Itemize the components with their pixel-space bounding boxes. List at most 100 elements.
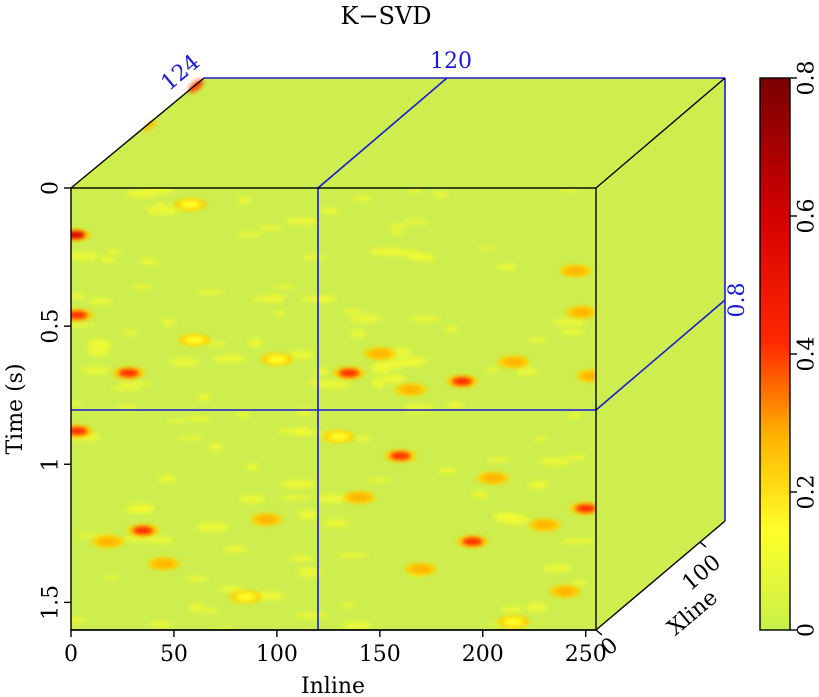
- texture-streak: [104, 575, 119, 580]
- inline-slice-label: 120: [430, 49, 472, 74]
- x-axis-label: Inline: [301, 674, 365, 697]
- hotspot: [528, 519, 561, 532]
- texture-streak: [297, 426, 310, 436]
- texture-streak: [387, 223, 410, 229]
- texture-streak: [438, 467, 457, 474]
- texture-streak: [218, 586, 245, 593]
- hotspot: [569, 502, 596, 515]
- texture-streak: [408, 188, 421, 194]
- hotspot: [446, 375, 479, 388]
- y-tick-label: 1.5: [39, 585, 64, 620]
- z-tick-mark: [699, 541, 707, 548]
- texture-streak: [197, 394, 212, 402]
- texture-streak: [528, 337, 547, 343]
- x-ticks: 0 50 100 150 200 250: [64, 630, 607, 667]
- texture-streak: [389, 229, 404, 235]
- hotspot: [343, 491, 376, 504]
- hotspot: [260, 353, 293, 366]
- texture-streak: [295, 612, 329, 619]
- texture-streak: [71, 293, 86, 300]
- texture-streak: [139, 258, 159, 266]
- hotspot: [71, 425, 94, 438]
- y-axis-label: Time (s): [3, 363, 28, 454]
- texture-streak: [248, 337, 263, 348]
- texture-streak: [123, 329, 138, 337]
- texture-streak: [568, 412, 582, 419]
- front-face: [71, 188, 596, 630]
- hotspot: [127, 524, 160, 537]
- hotspot: [497, 356, 530, 369]
- texture-streak: [147, 536, 174, 544]
- hotspot: [405, 563, 437, 576]
- texture-streak: [321, 207, 340, 215]
- texture-streak: [445, 325, 458, 333]
- inline-slice-top: [317, 77, 448, 189]
- colorbar: 0 0.2 0.4 0.6 0.8: [759, 61, 819, 637]
- texture-streak: [158, 474, 177, 483]
- texture-streak: [71, 617, 87, 624]
- hotspot: [497, 615, 530, 628]
- texture-streak: [126, 189, 157, 199]
- texture-streak: [371, 378, 386, 388]
- hotspot: [322, 430, 355, 443]
- texture-streak: [289, 350, 315, 360]
- texture-streak: [176, 435, 204, 441]
- texture-streak: [295, 567, 319, 573]
- hotspot: [332, 367, 365, 380]
- top-face: [71, 78, 725, 188]
- hotspot: [112, 367, 145, 380]
- texture-streak: [392, 347, 412, 357]
- colorbar-tick-label: 0.6: [795, 199, 819, 234]
- texture-streak: [352, 195, 372, 202]
- texture-streak: [265, 293, 285, 304]
- texture-streak: [478, 246, 494, 251]
- hotspot: [559, 264, 592, 277]
- texture-streak: [316, 493, 348, 504]
- colorbar-tick-label: 0.2: [795, 475, 819, 510]
- heatmap-blobs: [71, 188, 596, 630]
- texture-streak: [235, 231, 264, 237]
- texture-streak: [570, 580, 588, 586]
- hotspot: [147, 557, 180, 570]
- texture-streak: [245, 463, 260, 471]
- hotspot: [363, 347, 396, 360]
- texture-streak: [169, 357, 199, 367]
- texture-streak: [486, 457, 512, 462]
- texture-streak: [341, 601, 356, 609]
- hotspot: [71, 309, 94, 322]
- texture-streak: [290, 555, 313, 562]
- texture-streak: [401, 404, 436, 413]
- texture-streak: [501, 606, 523, 614]
- texture-streak: [185, 416, 212, 422]
- x-tick-label: 150: [359, 642, 401, 667]
- texture-streak: [273, 310, 286, 317]
- texture-streak: [495, 514, 524, 523]
- texture-streak: [315, 367, 329, 376]
- texture-streak: [446, 401, 465, 410]
- texture-streak: [559, 188, 580, 192]
- texture-streak: [196, 522, 230, 532]
- texture-streak: [88, 297, 113, 306]
- hotspot: [477, 472, 510, 485]
- texture-streak: [350, 329, 367, 339]
- texture-streak: [350, 314, 382, 323]
- y-ticks: 0 0.5 1 1.5: [39, 181, 71, 620]
- time-slice-label: 0.8: [725, 283, 750, 318]
- texture-streak: [110, 386, 141, 391]
- x-axis: 0 50 100 150 200 250 Inline: [64, 629, 607, 697]
- texture-streak: [382, 374, 406, 384]
- x-tick-label: 50: [160, 642, 188, 667]
- texture-streak: [188, 603, 207, 612]
- hotspot: [384, 449, 417, 462]
- texture-streak: [206, 341, 226, 347]
- hotspot: [394, 383, 427, 396]
- texture-streak: [152, 202, 167, 207]
- texture-streak: [299, 296, 331, 302]
- texture-streak: [409, 315, 441, 322]
- hotspot: [549, 585, 582, 598]
- hotspot: [250, 513, 283, 526]
- hotspot: [456, 535, 489, 548]
- hotspot: [174, 198, 207, 211]
- hotspot: [230, 590, 262, 603]
